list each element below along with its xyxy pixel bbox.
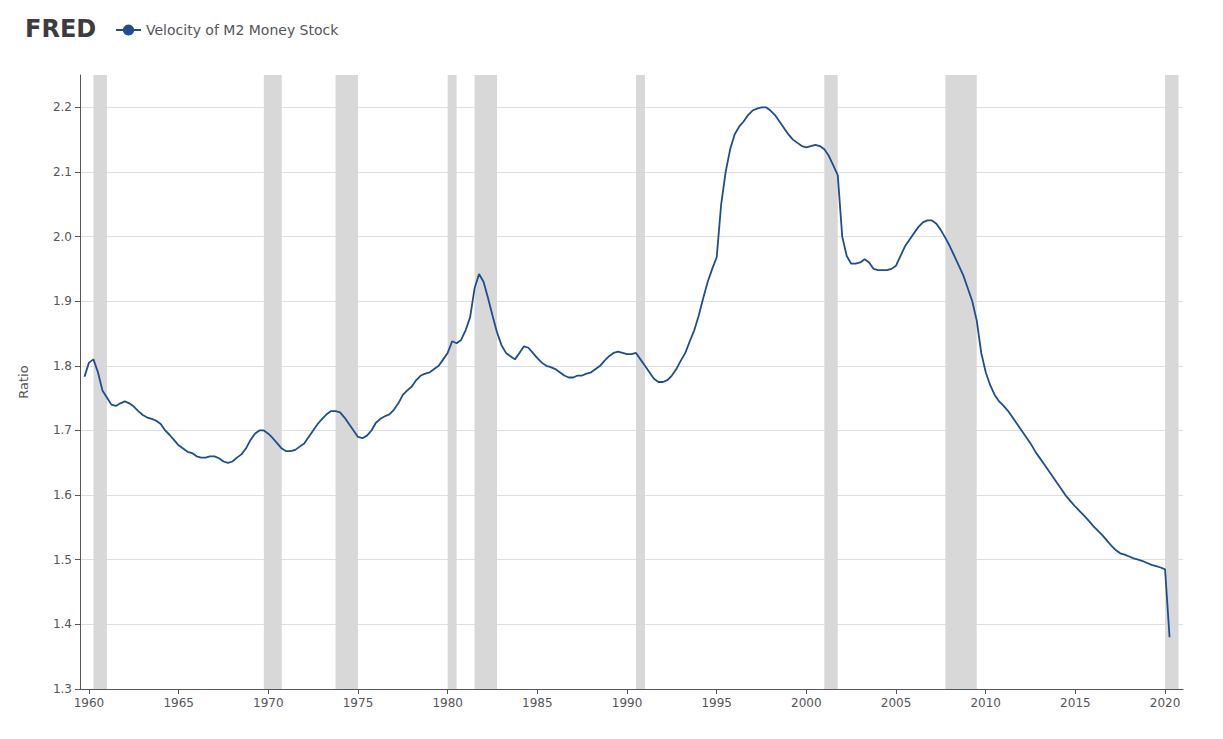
svg-text:1980: 1980: [432, 696, 463, 710]
svg-text:1.3: 1.3: [53, 682, 72, 696]
svg-text:1.7: 1.7: [53, 423, 72, 437]
svg-text:1960: 1960: [74, 696, 105, 710]
svg-text:2.1: 2.1: [53, 165, 72, 179]
svg-text:Ratio: Ratio: [16, 365, 31, 398]
svg-text:1.8: 1.8: [53, 359, 72, 373]
svg-text:1965: 1965: [163, 696, 194, 710]
svg-text:1.4: 1.4: [53, 617, 72, 631]
svg-text:2.2: 2.2: [53, 100, 72, 114]
svg-text:2.0: 2.0: [53, 230, 72, 244]
svg-text:2020: 2020: [1150, 696, 1181, 710]
svg-text:Velocity of M2 Money Stock: Velocity of M2 Money Stock: [146, 22, 339, 38]
svg-text:1970: 1970: [253, 696, 284, 710]
svg-text:2015: 2015: [1060, 696, 1091, 710]
svg-text:2005: 2005: [881, 696, 912, 710]
svg-text:1985: 1985: [522, 696, 553, 710]
svg-text:1975: 1975: [343, 696, 374, 710]
svg-text:1.9: 1.9: [53, 294, 72, 308]
svg-text:1995: 1995: [701, 696, 732, 710]
svg-text:1.6: 1.6: [53, 488, 72, 502]
svg-text:2010: 2010: [970, 696, 1001, 710]
svg-text:1.5: 1.5: [53, 553, 72, 567]
svg-text:1990: 1990: [612, 696, 643, 710]
svg-text:2000: 2000: [791, 696, 822, 710]
svg-text:FRED: FRED: [25, 15, 96, 43]
